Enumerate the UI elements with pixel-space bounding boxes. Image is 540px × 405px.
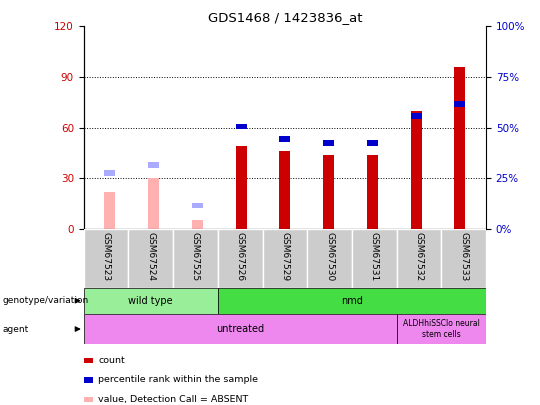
- Text: value, Detection Call = ABSENT: value, Detection Call = ABSENT: [98, 395, 249, 404]
- Bar: [129, 229, 173, 288]
- Bar: [104, 170, 116, 176]
- Bar: [396, 314, 486, 344]
- Text: wild type: wild type: [129, 296, 173, 306]
- Bar: [218, 288, 486, 314]
- Bar: [218, 229, 262, 288]
- Bar: [367, 155, 378, 229]
- Text: GSM67531: GSM67531: [370, 232, 379, 281]
- Text: agent: agent: [3, 324, 29, 334]
- Text: GSM67525: GSM67525: [191, 232, 200, 281]
- Bar: [235, 124, 247, 130]
- Title: GDS1468 / 1423836_at: GDS1468 / 1423836_at: [207, 11, 362, 24]
- Bar: [192, 202, 203, 209]
- Bar: [454, 101, 465, 107]
- Text: GSM67524: GSM67524: [146, 232, 156, 281]
- Text: GSM67523: GSM67523: [102, 232, 111, 281]
- Bar: [84, 288, 218, 314]
- Text: GSM67526: GSM67526: [235, 232, 245, 281]
- Text: ALDHhiSSClo neural
stem cells: ALDHhiSSClo neural stem cells: [403, 320, 480, 339]
- Bar: [84, 358, 93, 363]
- Text: GSM67533: GSM67533: [459, 232, 468, 281]
- Text: GSM67530: GSM67530: [325, 232, 334, 281]
- Bar: [410, 113, 422, 119]
- Bar: [84, 314, 396, 344]
- Bar: [367, 140, 378, 146]
- Bar: [323, 140, 334, 146]
- Bar: [441, 229, 486, 288]
- Text: GSM67532: GSM67532: [415, 232, 423, 281]
- Text: untreated: untreated: [216, 324, 264, 334]
- Bar: [307, 229, 352, 288]
- Bar: [396, 229, 441, 288]
- Bar: [148, 162, 159, 168]
- Bar: [262, 229, 307, 288]
- Bar: [84, 397, 93, 402]
- Bar: [192, 220, 203, 229]
- Bar: [323, 155, 334, 229]
- Text: percentile rank within the sample: percentile rank within the sample: [98, 375, 259, 384]
- Bar: [84, 377, 93, 382]
- Bar: [279, 136, 291, 142]
- Bar: [84, 229, 129, 288]
- Text: GSM67529: GSM67529: [280, 232, 289, 281]
- Bar: [352, 229, 396, 288]
- Bar: [279, 151, 291, 229]
- Text: count: count: [98, 356, 125, 365]
- Bar: [104, 192, 116, 229]
- Bar: [235, 146, 247, 229]
- Bar: [454, 67, 465, 229]
- Text: genotype/variation: genotype/variation: [3, 296, 89, 305]
- Text: nmd: nmd: [341, 296, 363, 306]
- Bar: [173, 229, 218, 288]
- Bar: [410, 111, 422, 229]
- Bar: [148, 178, 159, 229]
